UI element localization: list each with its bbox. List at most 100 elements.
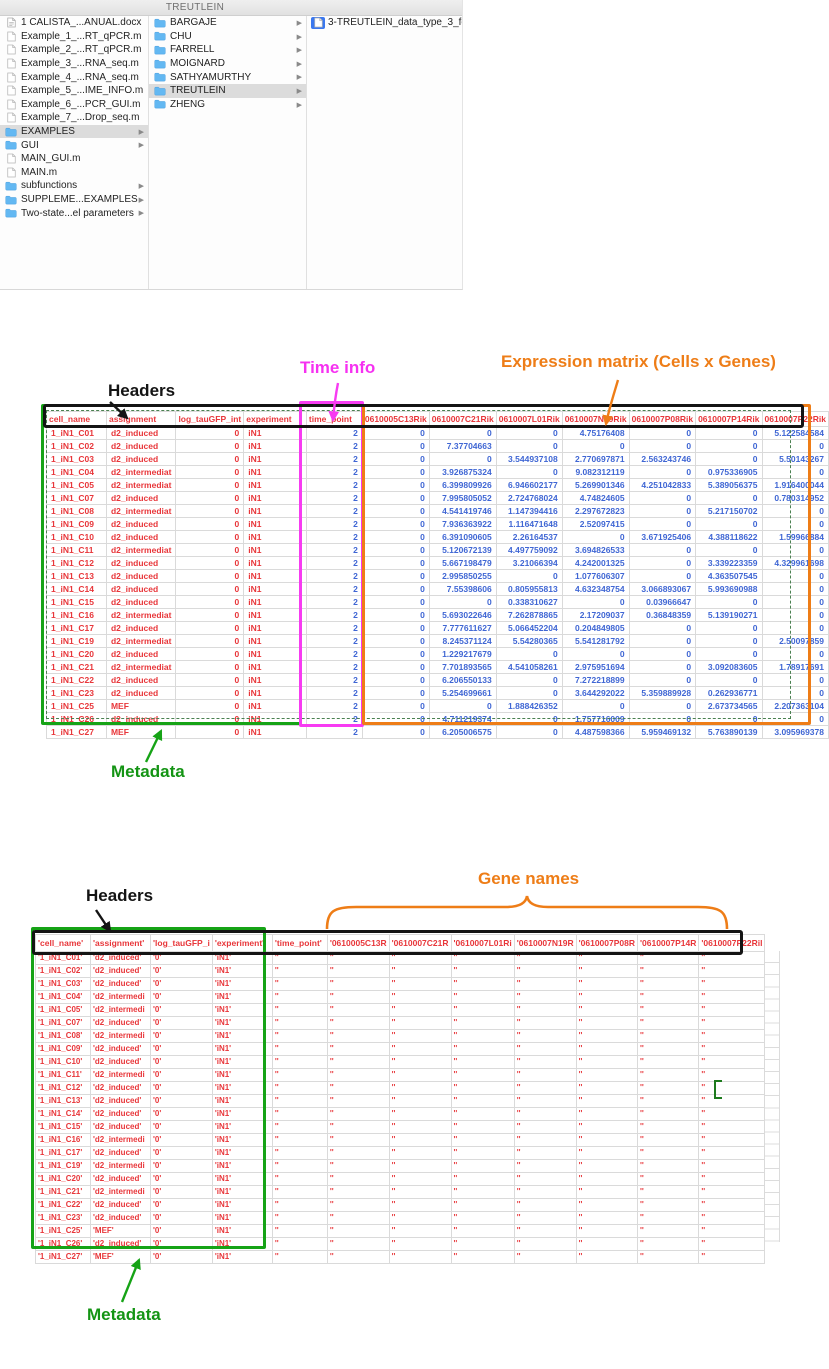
table-cell[interactable]: '' [388,1211,452,1225]
table-cell[interactable]: 'd2_induced' [90,951,151,965]
table-cell[interactable]: 2 [305,647,363,661]
table-cell[interactable]: d2_induced [105,647,177,661]
table-cell[interactable]: d2_intermediat [105,478,177,492]
table-cell[interactable]: '0' [150,1016,213,1030]
table-cell[interactable]: 0 [361,660,430,674]
table-cell[interactable]: 1_iN1_C19 [46,634,107,648]
table-cell[interactable]: iN1 [243,465,307,479]
table-cell[interactable]: 0 [628,465,697,479]
table-cell[interactable]: 0 [628,647,697,661]
table-cell[interactable]: '' [388,1081,452,1095]
table-cell[interactable]: 1_iN1_C21 [46,660,107,674]
table-cell[interactable]: '0' [150,1055,213,1069]
table-cell[interactable]: 0 [628,543,697,557]
table-cell[interactable]: 3.694826533 [561,543,630,557]
table-cell[interactable]: 0 [628,517,697,531]
table-cell[interactable]: MEF [105,699,177,713]
table-cell[interactable]: 9.082312119 [561,465,630,479]
table-cell[interactable]: '' [698,1250,766,1264]
table-cell[interactable]: 0 [175,686,245,700]
table-cell[interactable]: d2_induced [105,556,177,570]
table-cell[interactable]: '' [388,1055,452,1069]
table-cell[interactable]: '' [698,1042,766,1056]
table-cell[interactable]: 2.995850255 [428,569,497,583]
table-cell[interactable]: '1_iN1_C26' [35,1237,91,1251]
table-cell[interactable]: '0' [150,1159,213,1173]
table-cell[interactable]: iN1 [243,504,307,518]
table-cell[interactable]: '' [513,990,577,1004]
finder-column-3[interactable]: 3-TREUTLEIN_data_type_3_fo [307,16,462,289]
table-cell[interactable]: 'MEF' [90,1250,151,1264]
table-cell[interactable]: 'd2_induced' [90,1016,151,1030]
table-cell[interactable]: '' [450,1042,515,1056]
table-cell[interactable]: 0 [361,504,430,518]
table-cell[interactable]: 'iN1' [211,1120,273,1134]
table-cell[interactable]: 0 [361,543,430,557]
table-cell[interactable]: d2_induced [105,712,177,726]
table-cell[interactable]: '' [513,1185,577,1199]
table-cell[interactable]: 1.916400044 [761,478,829,492]
table-cell[interactable]: 2.724768024 [495,491,563,505]
table-cell[interactable]: 0 [761,582,829,596]
table-cell[interactable]: 0 [175,608,245,622]
table-cell[interactable]: d2_induced [105,595,177,609]
table-cell[interactable]: '' [450,1185,515,1199]
table-cell[interactable]: 0 [495,569,563,583]
table-cell[interactable]: 'd2_intermedi [90,1029,151,1043]
table-cell[interactable]: 5.120672139 [428,543,497,557]
table-cell[interactable]: '' [388,1133,452,1147]
table-cell[interactable]: '' [636,964,700,978]
table-cell[interactable]: '' [698,1029,766,1043]
table-cell[interactable]: d2_induced [105,439,177,453]
table-cell[interactable]: '' [575,951,638,965]
table-cell[interactable]: '' [575,1159,638,1173]
table-cell[interactable]: 1_iN1_C01 [46,426,107,440]
table-cell[interactable]: '' [450,1107,515,1121]
table-cell[interactable]: '' [698,1055,766,1069]
table-cell[interactable]: 1_iN1_C17 [46,621,107,635]
table-cell[interactable]: 0 [695,517,763,531]
table-cell[interactable]: '' [388,1042,452,1056]
table-cell[interactable]: 2 [305,426,363,440]
table-cell[interactable]: '' [636,990,700,1004]
table-cell[interactable]: '0' [150,977,213,991]
table-cell[interactable]: 'iN1' [211,1029,273,1043]
table-cell[interactable]: 0.975336905 [695,465,763,479]
table-cell[interactable]: '1_iN1_C25' [35,1224,91,1238]
file-item[interactable]: 3-TREUTLEIN_data_type_3_fo [307,16,462,30]
table-cell[interactable]: 2.26164537 [495,530,563,544]
table-cell[interactable]: 0 [175,530,245,544]
table-cell[interactable]: '0' [150,1003,213,1017]
table-cell[interactable]: 5.389056375 [695,478,763,492]
table-cell[interactable]: '' [513,1159,577,1173]
table-cell[interactable]: 2 [305,660,363,674]
table-cell[interactable]: 4.487598366 [561,725,630,739]
table-cell[interactable]: 'd2_induced' [90,1120,151,1134]
table-cell[interactable]: '0' [150,1081,213,1095]
table-cell[interactable]: 0 [175,491,245,505]
table-cell[interactable]: '' [326,1250,390,1264]
table-cell[interactable]: 'd2_induced' [90,1042,151,1056]
table-cell[interactable]: 0 [628,439,697,453]
finder-column-1[interactable]: 1 CALISTA_...ANUAL.docx Example_1_...RT_q… [0,16,149,289]
table-cell[interactable]: '' [575,1133,638,1147]
table-cell[interactable]: 0 [628,712,697,726]
table-cell[interactable]: 1_iN1_C27 [46,725,107,739]
table-cell[interactable]: 1.229217679 [428,647,497,661]
table-cell[interactable]: 0 [361,478,430,492]
table-cell[interactable]: '' [513,1172,577,1186]
folder-item[interactable]: BARGAJE ▶ [149,16,306,30]
table-cell[interactable]: '' [698,951,766,965]
table-cell[interactable]: '1_iN1_C01' [35,951,91,965]
table-cell[interactable]: 0 [761,712,829,726]
table-cell[interactable]: 1_iN1_C10 [46,530,107,544]
table-cell[interactable]: '' [388,1237,452,1251]
table-cell[interactable]: d2_intermediat [105,543,177,557]
folder-item[interactable]: Two-state...el parameters ▶ [0,206,148,220]
table-cell[interactable]: 0 [761,504,829,518]
table-cell[interactable]: '' [450,1016,515,1030]
table-cell[interactable]: 1.077606307 [561,569,630,583]
table-cell[interactable]: '' [271,1107,328,1121]
table-cell[interactable]: iN1 [243,543,307,557]
folder-item[interactable]: CHU ▶ [149,30,306,44]
